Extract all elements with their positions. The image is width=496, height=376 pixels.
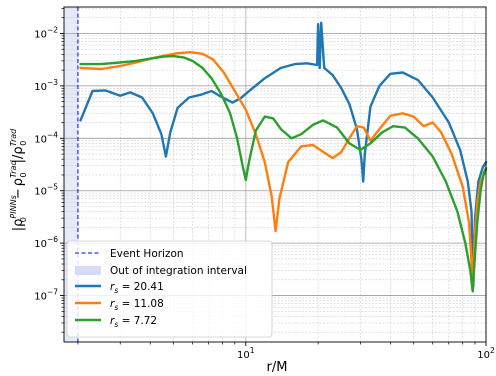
legend-series-label: rs = 11.08 xyxy=(110,298,164,312)
x-tick-label: 101 xyxy=(237,346,255,361)
svg-text:|ρPINNs0−ρTrad0|/ρTrad0: |ρPINNs0−ρTrad0|/ρTrad0 xyxy=(9,128,28,231)
y-tick-label: 10−4 xyxy=(34,130,58,145)
series-line-1 xyxy=(79,51,488,281)
legend-box xyxy=(66,240,273,338)
y-tick-label: 10−5 xyxy=(34,183,58,198)
plot-frame xyxy=(63,6,487,343)
series-line-2 xyxy=(79,54,488,293)
x-axis-label: r/M xyxy=(267,360,288,375)
ticks: 101 102 10−7 10−6 10−5 10−4 10−3 10−2 xyxy=(34,8,495,361)
legend-series-label: rs = 7.72 xyxy=(110,315,157,329)
y-tick-label: 10−7 xyxy=(34,288,58,303)
y-tick-label: 10−3 xyxy=(34,78,58,93)
legend-event-horizon-label: Event Horizon xyxy=(110,248,184,260)
legend-series-label: rs = 20.41 xyxy=(110,281,164,295)
y-tick-label: 10−6 xyxy=(34,235,58,250)
x-tick-label: 102 xyxy=(477,346,495,361)
series-line-0 xyxy=(79,21,488,288)
y-axis-label: |ρPINNs0−ρTrad0|/ρTrad0 xyxy=(9,128,28,231)
series-layer xyxy=(79,21,488,293)
legend-band-swatch xyxy=(75,266,101,275)
legend-band-label: Out of integration interval xyxy=(110,265,247,277)
y-tick-label: 10−2 xyxy=(34,25,58,40)
legend: Event Horizon Out of integration interva… xyxy=(66,240,273,338)
